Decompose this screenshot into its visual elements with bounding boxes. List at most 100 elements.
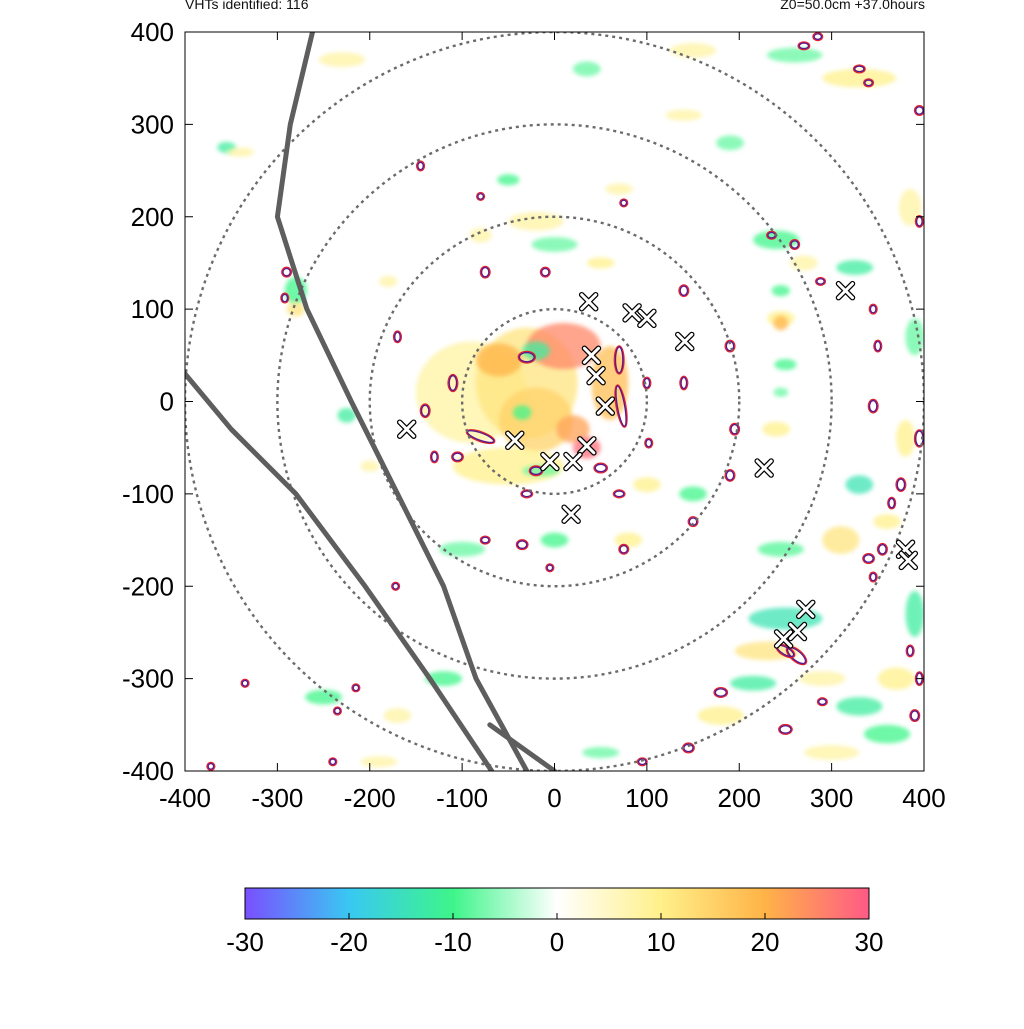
contour-outer — [515, 539, 529, 551]
contour-inner — [869, 572, 877, 582]
contour-outer — [618, 543, 630, 555]
contour-outer — [914, 214, 924, 228]
contour-inner — [864, 79, 873, 87]
vht-marker — [674, 331, 695, 352]
contour-outer — [815, 276, 827, 286]
x-tick-label: 300 — [810, 783, 853, 813]
field-patch — [803, 745, 860, 760]
contour-inner — [798, 42, 810, 50]
y-tick-label: 400 — [131, 17, 174, 47]
x-tick-label: -100 — [436, 783, 488, 813]
contour-outer — [613, 345, 625, 375]
y-tick-label: 100 — [131, 294, 174, 324]
contour-inner — [680, 376, 688, 390]
contour-outer — [868, 303, 878, 315]
contour-outer — [429, 450, 439, 464]
contour-inner — [730, 423, 740, 435]
colorbar: -30 -20 -10 0 10 20 30 — [226, 887, 883, 957]
field-patch — [531, 237, 578, 252]
x-tick-label: 100 — [625, 783, 668, 813]
contour-inner — [615, 385, 627, 427]
vht-marker — [787, 621, 808, 642]
field-patch — [766, 47, 823, 63]
x-tick-label: 200 — [718, 783, 761, 813]
field-patch — [762, 421, 791, 437]
contour-inner — [854, 65, 865, 73]
vht-marker — [835, 280, 856, 301]
colorbar-tick-label: 20 — [751, 927, 780, 957]
field-patch — [905, 318, 924, 356]
contour-outer — [852, 64, 866, 74]
contour-outer — [876, 542, 888, 556]
field-patch — [512, 405, 532, 420]
contour-inner — [594, 463, 607, 473]
track-line — [487, 722, 557, 771]
contour-outer — [867, 398, 879, 414]
field-patch — [873, 514, 901, 529]
range-ring — [276, 123, 833, 680]
contour-outer — [729, 422, 741, 436]
vht-marker — [396, 419, 417, 439]
contour-outer — [392, 330, 403, 344]
field-patch — [665, 109, 703, 121]
contour-outer — [419, 403, 431, 419]
contour-inner — [914, 106, 924, 115]
contour-outer — [479, 535, 491, 545]
contour-outer — [351, 683, 361, 693]
contour-inner — [679, 285, 689, 296]
vht-marker — [754, 458, 774, 478]
colorbar-tick-label: 0 — [550, 927, 564, 957]
colorbar-tick-label: 10 — [647, 927, 676, 957]
field-patch — [572, 61, 601, 77]
vht-marker — [637, 308, 657, 329]
contour-inner — [813, 33, 823, 41]
contour-inner — [863, 554, 874, 563]
contour-inner — [868, 399, 878, 413]
y-tick-label: -400 — [122, 756, 174, 786]
field-patch — [605, 183, 634, 195]
field-patch — [614, 532, 643, 548]
contour-outer — [678, 284, 690, 298]
colorbar-tick-label: -30 — [226, 927, 264, 957]
contour-outer — [520, 489, 534, 499]
contour-inner — [521, 490, 533, 498]
contour-inner — [874, 340, 882, 352]
field-patch — [508, 212, 564, 231]
contour-outer — [913, 105, 924, 117]
contour-inner — [393, 331, 401, 343]
field-patch — [905, 590, 924, 638]
contour-inner — [619, 544, 629, 554]
contour-outer — [644, 437, 654, 449]
vht-marker — [622, 303, 642, 323]
field-patch — [716, 135, 744, 151]
field-patch — [799, 671, 846, 687]
contour-inner — [207, 762, 215, 770]
contour-outer — [391, 581, 401, 591]
contour-inner — [430, 451, 438, 463]
vht-marker — [577, 436, 597, 456]
contour-inner — [637, 758, 647, 766]
vht-marker — [595, 396, 616, 416]
y-tick-label: 200 — [131, 202, 174, 232]
field-patch — [497, 174, 520, 186]
contour-inner — [910, 710, 920, 721]
contour-outer — [679, 375, 689, 391]
contour-outer — [332, 706, 342, 716]
field-patch — [730, 675, 777, 691]
field-patch — [633, 477, 661, 493]
vht-marker — [505, 430, 525, 451]
contour-outer — [909, 709, 921, 722]
field-patch — [286, 301, 306, 317]
y-tick-label: -200 — [122, 571, 174, 601]
storm-tracks — [185, 32, 557, 771]
field-patch — [305, 689, 343, 705]
contour-inner — [329, 758, 337, 766]
field-patch — [773, 315, 789, 331]
field-patch — [526, 322, 601, 370]
contour-inner — [516, 540, 528, 550]
field-patch — [360, 460, 379, 472]
contour-outer — [328, 757, 338, 767]
field-patch — [773, 387, 789, 397]
contour-inner — [790, 240, 800, 249]
